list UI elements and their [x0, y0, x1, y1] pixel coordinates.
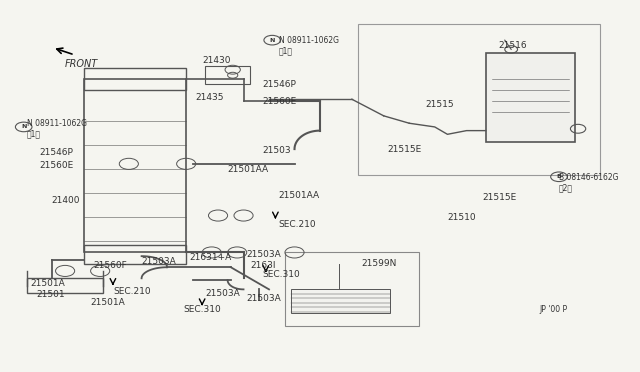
Text: 21503: 21503 [262, 147, 291, 155]
Bar [84, 68, 186, 90]
Text: B 08146-6162G
（2）: B 08146-6162G （2） [559, 173, 618, 192]
Bar [84, 245, 186, 263]
Text: 21546P: 21546P [40, 148, 74, 157]
Text: 21501AA: 21501AA [228, 165, 269, 174]
Bar [291, 289, 390, 313]
Text: FRONT: FRONT [65, 59, 99, 69]
Bar [358, 23, 600, 175]
Text: 21515E: 21515E [483, 193, 516, 202]
Text: N 08911-1062G
（1）: N 08911-1062G （1） [278, 36, 339, 55]
Text: 21501A: 21501A [30, 279, 65, 288]
Bar [84, 79, 186, 253]
Text: 21560E: 21560E [40, 161, 74, 170]
Text: 21501AA: 21501AA [278, 191, 320, 200]
Text: 21631+A: 21631+A [189, 253, 232, 263]
Bar [486, 53, 575, 142]
Text: 21501: 21501 [36, 291, 65, 299]
Text: 2163I: 2163I [250, 261, 275, 270]
Text: N 08911-1062G
（1）: N 08911-1062G （1） [27, 119, 87, 138]
Text: N: N [269, 38, 275, 43]
Text: N: N [21, 124, 26, 129]
Text: B: B [557, 174, 561, 179]
Text: SEC.210: SEC.210 [278, 220, 316, 229]
Text: 21560E: 21560E [262, 97, 297, 106]
Text: SEC.310: SEC.310 [183, 305, 221, 314]
Text: 21516: 21516 [499, 41, 527, 50]
Text: 21503A: 21503A [246, 294, 282, 303]
Text: 21503A: 21503A [141, 257, 177, 266]
Bar [205, 66, 250, 84]
Text: 21400: 21400 [51, 196, 79, 205]
Text: 21501A: 21501A [91, 298, 125, 307]
Text: 21430: 21430 [202, 56, 230, 65]
Text: 21546P: 21546P [262, 80, 296, 89]
Text: 21560F: 21560F [94, 261, 127, 270]
Text: SEC.310: SEC.310 [262, 270, 300, 279]
Text: 21503A: 21503A [205, 289, 240, 298]
Text: 21515: 21515 [425, 100, 454, 109]
Bar [27, 278, 103, 293]
Text: 21599N: 21599N [362, 259, 397, 268]
Text: 21515E: 21515E [387, 145, 421, 154]
Text: 21503A: 21503A [246, 250, 282, 259]
Text: JP '00 P: JP '00 P [540, 305, 568, 314]
Text: SEC.210: SEC.210 [113, 287, 150, 296]
Text: 21435: 21435 [196, 93, 224, 102]
Text: 21510: 21510 [447, 213, 476, 222]
Bar [285, 253, 419, 326]
